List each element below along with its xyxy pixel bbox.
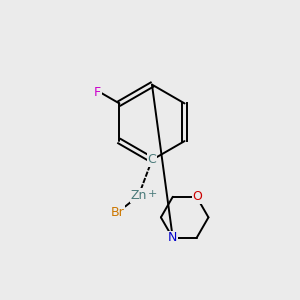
Text: F: F — [94, 86, 101, 99]
Text: O: O — [193, 190, 202, 203]
Text: N: N — [168, 232, 178, 244]
Text: Br: Br — [110, 206, 124, 219]
Text: C: C — [148, 153, 156, 167]
Text: Zn: Zn — [131, 189, 147, 202]
Text: +: + — [147, 189, 157, 199]
